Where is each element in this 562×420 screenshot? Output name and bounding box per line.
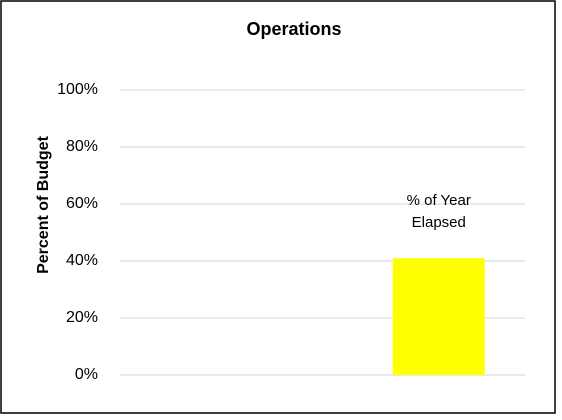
annotation: % of Year Elapsed [406, 192, 471, 232]
y-tick-label: 100% [57, 81, 98, 98]
y-tick-label: 20% [66, 309, 98, 326]
y-tick-label: 80% [66, 138, 98, 155]
y-axis-title: Percent of Budget [35, 135, 52, 273]
y-tick-label: 60% [66, 195, 98, 212]
annotation-box: % of Year Elapsed [406, 192, 471, 232]
chart-title: Operations [246, 19, 341, 39]
bar [392, 258, 485, 375]
y-tick-label: 40% [66, 252, 98, 269]
y-tick-label: 0% [75, 366, 98, 383]
